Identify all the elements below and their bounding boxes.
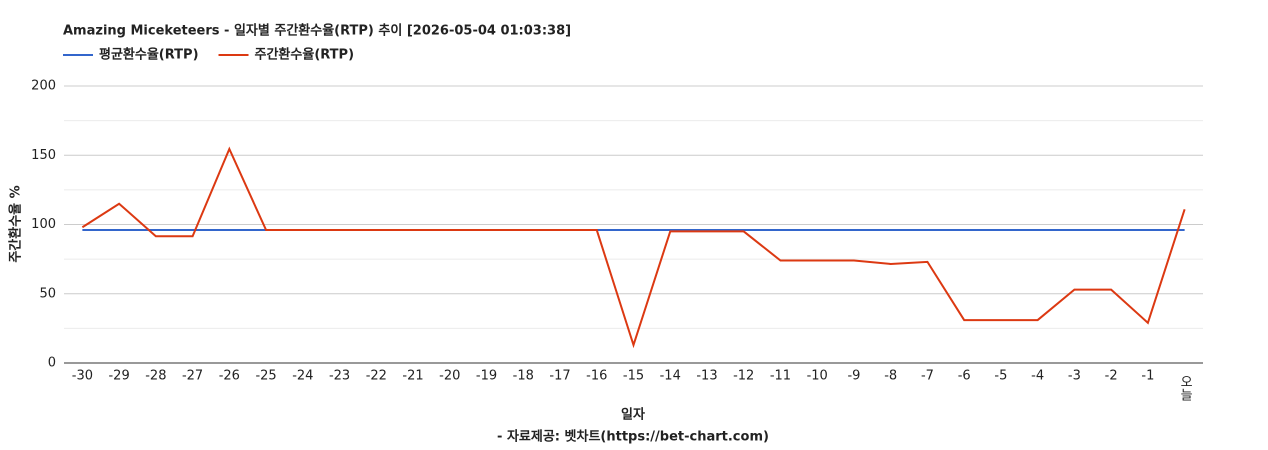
- x-tick-label: -30: [72, 369, 93, 384]
- x-tick-label: -1: [1141, 369, 1154, 384]
- y-tick-label: 200: [31, 79, 56, 94]
- x-tick-label: -24: [292, 369, 313, 384]
- x-tick-label: -29: [108, 369, 129, 384]
- source: - 자료제공: 벳차트(https://bet-chart.com): [497, 429, 769, 445]
- x-axis-title: 일자: [621, 408, 645, 423]
- x-tick-label: -3: [1068, 369, 1081, 384]
- x-tick-label: -25: [255, 369, 276, 384]
- x-tick-label: -14: [660, 369, 681, 384]
- x-tick-label: -21: [402, 369, 423, 384]
- x-tick-label: -22: [366, 369, 387, 384]
- x-tick-label: -16: [586, 369, 607, 384]
- series-line: [81, 146, 1186, 349]
- y-axis-title: 주간환수율 %: [8, 185, 24, 262]
- legend-label: 주간환수율(RTP): [255, 47, 355, 63]
- x-tick-label: -27: [182, 369, 203, 384]
- x-tick-label: -18: [513, 369, 534, 384]
- x-tick-label: -28: [145, 369, 166, 384]
- y-tick-label: 50: [39, 286, 56, 301]
- x-tick-label: -23: [329, 369, 350, 384]
- x-tick-label: -9: [847, 369, 860, 384]
- x-tick-label: -19: [476, 369, 497, 384]
- y-tick-label: 0: [48, 356, 56, 371]
- x-tick-label: -5: [994, 369, 1007, 384]
- x-tick-label: -20: [439, 369, 460, 384]
- x-tick-label: -10: [807, 369, 828, 384]
- x-tick-label: 오늘: [1177, 375, 1192, 401]
- x-tick-label: -11: [770, 369, 791, 384]
- x-tick-label: -8: [884, 369, 897, 384]
- x-tick-label: -12: [733, 369, 754, 384]
- x-tick-label: -2: [1105, 369, 1118, 384]
- x-tick-label: -13: [696, 369, 717, 384]
- x-tick-label: -17: [549, 369, 570, 384]
- x-tick-label: -6: [958, 369, 971, 384]
- x-tick-label: -4: [1031, 369, 1044, 384]
- y-tick-label: 150: [31, 148, 56, 163]
- x-tick-label: -15: [623, 369, 644, 384]
- legend-label: 평균환수율(RTP): [99, 47, 199, 63]
- y-tick-label: 100: [31, 217, 56, 232]
- chart-title: Amazing Miceketeers - 일자별 주간환수율(RTP) 추이 …: [63, 23, 571, 39]
- x-tick-label: -7: [921, 369, 934, 384]
- x-tick-label: -26: [219, 369, 240, 384]
